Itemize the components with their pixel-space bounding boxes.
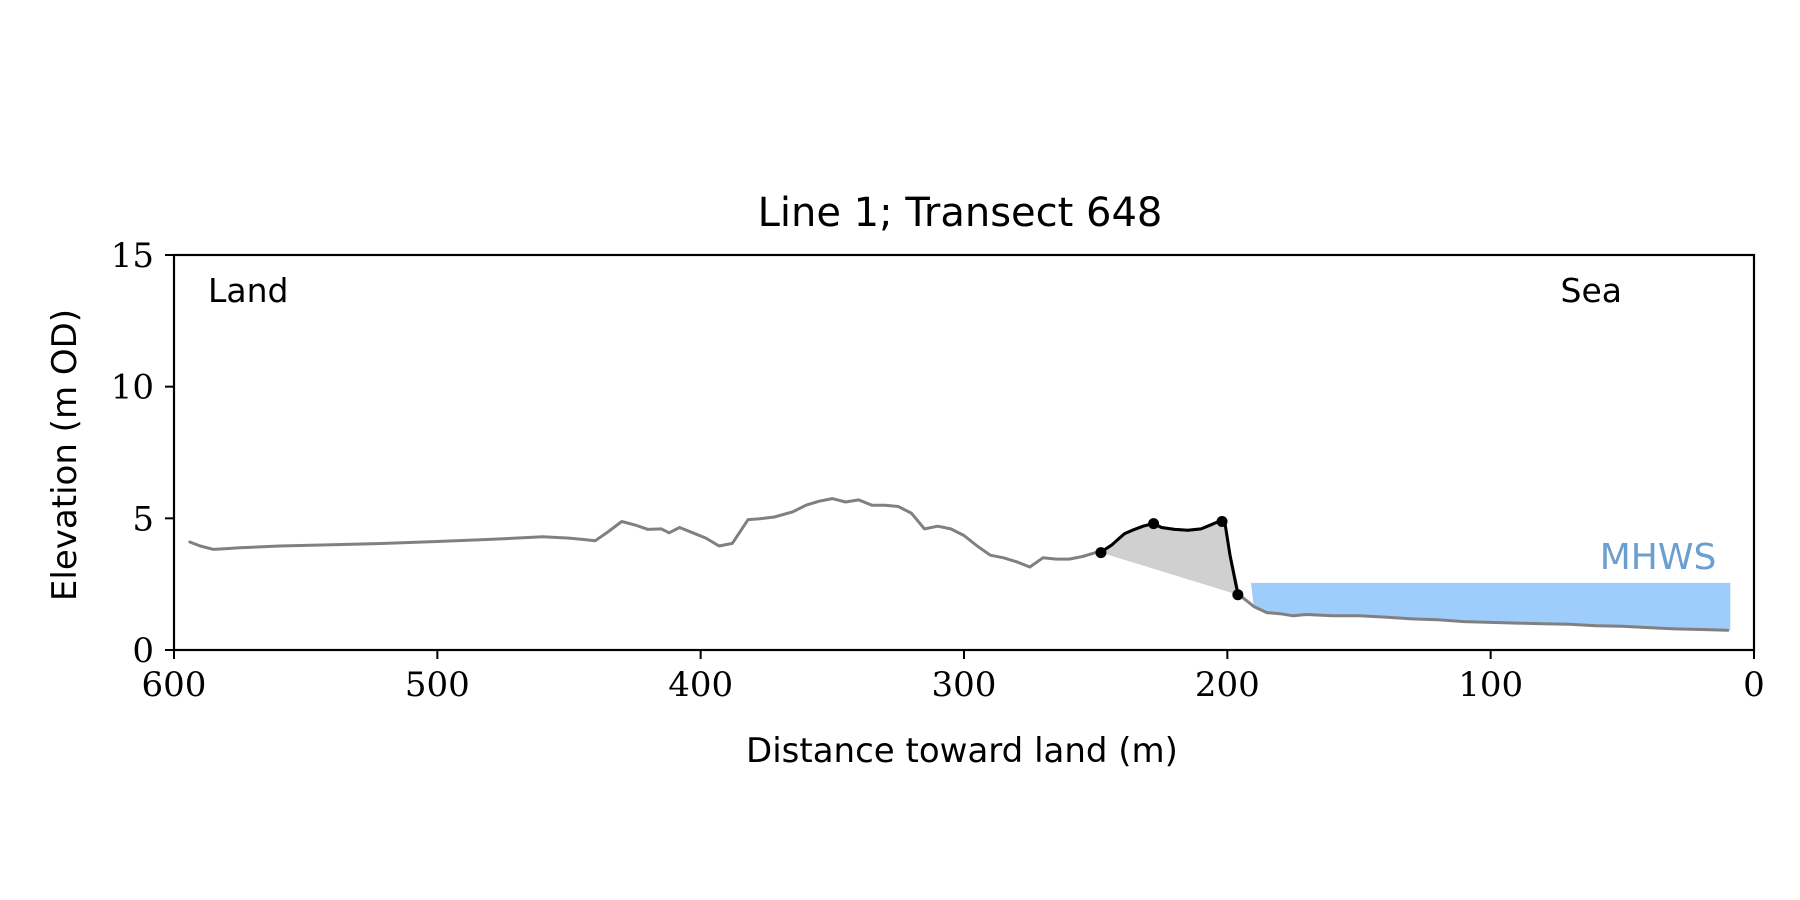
chart-title: Line 1; Transect 648 [758, 190, 1163, 236]
plot-area: MHWS [188, 497, 1731, 632]
y-tick-label: 15 [111, 236, 154, 276]
x-tick-label: 100 [1458, 665, 1523, 705]
landform-marker [1148, 518, 1160, 530]
landform-marker [1232, 589, 1244, 601]
y-tick-label: 10 [111, 368, 154, 408]
y-tick-label: 0 [132, 631, 154, 671]
landform-fill [1100, 521, 1238, 595]
y-tick-label: 5 [132, 499, 154, 539]
axes: 600 500 400 300 200 100 0 0 5 10 15 [111, 236, 1765, 705]
x-tick-label: 600 [142, 665, 207, 705]
land-annotation: Land [208, 271, 288, 310]
mhws-water-area [1251, 582, 1731, 631]
landform-marker [1095, 547, 1107, 559]
landform-marker [1216, 515, 1228, 527]
x-tick-label: 200 [1195, 665, 1260, 705]
profile-series-line [188, 497, 1730, 632]
x-tick-label: 400 [668, 665, 733, 705]
x-tick-label: 300 [932, 665, 997, 705]
x-tick-label: 0 [1743, 665, 1765, 705]
x-axis-label: Distance toward land (m) [746, 731, 1178, 771]
sea-annotation: Sea [1561, 271, 1622, 310]
mhws-label: MHWS [1600, 537, 1717, 578]
y-axis-label: Elevation (m OD) [45, 309, 85, 601]
x-tick-label: 500 [405, 665, 470, 705]
